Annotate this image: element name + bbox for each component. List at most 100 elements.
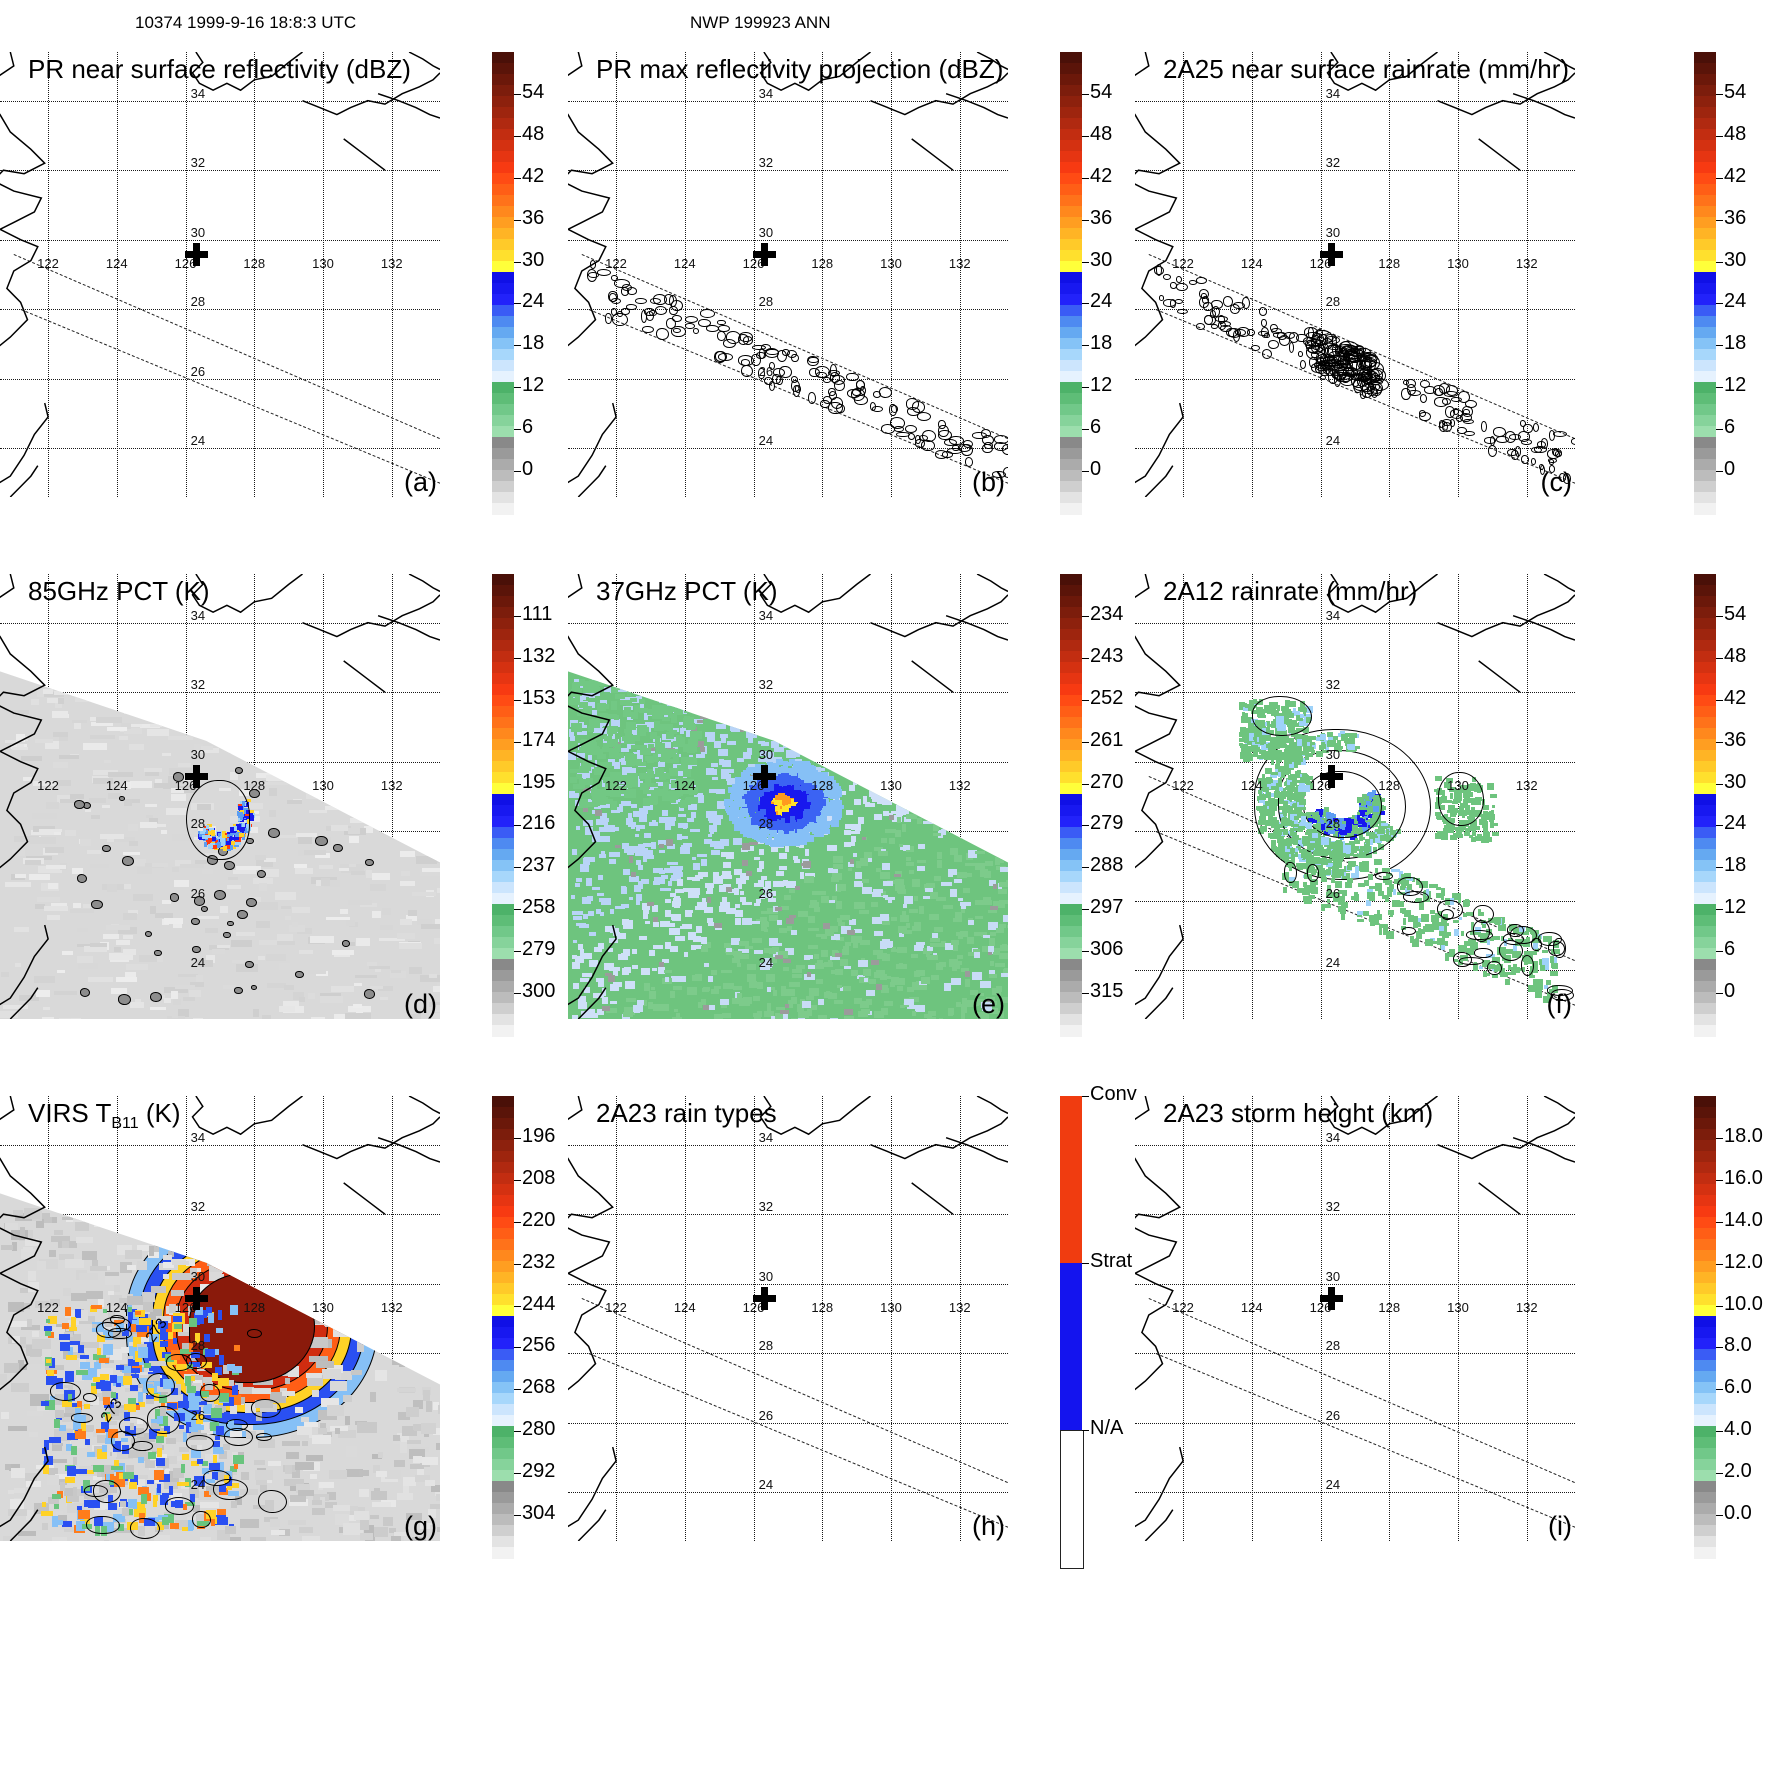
colorbar-tick [1716, 699, 1723, 701]
cold-cell-contour [121, 855, 134, 866]
colorbar-tick-label: 18 [1724, 854, 1747, 877]
gridline-lat [0, 239, 440, 241]
colorbar-segment [492, 827, 514, 839]
swath-cell [758, 849, 764, 855]
colorbar-segment [1060, 750, 1082, 762]
colorbar-tick [1082, 783, 1089, 785]
swath-cell [762, 887, 769, 893]
swath-cell [428, 974, 438, 979]
swath-cell [291, 922, 298, 928]
colorbar-tick-label: 42 [1724, 164, 1747, 187]
swath-cell [195, 975, 203, 983]
lat-tick-label: 34 [758, 607, 774, 623]
swath-cell [683, 952, 689, 958]
rainrate-cell-contour [1402, 379, 1409, 385]
colorbar-segment [1060, 415, 1082, 427]
swath-cell [973, 949, 980, 956]
swath-cell [171, 793, 187, 802]
swath-cell [652, 967, 657, 972]
swath-cell [338, 867, 349, 871]
colorbar-segment [492, 283, 514, 295]
lon-tick-label: 126 [1309, 255, 1332, 271]
swath-cell [419, 868, 440, 877]
colorbar-segment [1694, 261, 1716, 273]
swath-cell [72, 720, 88, 724]
colorbar-tick [1716, 219, 1723, 221]
swath-cell [420, 974, 440, 982]
swath-cell [576, 923, 586, 927]
swath-cell [310, 935, 334, 943]
swath-cell [721, 871, 731, 878]
panel-b: PR max reflectivity projection (dBZ) 34 32… [568, 30, 1113, 520]
rainrate-cell-contour [1232, 302, 1246, 310]
colorbar-segment [1694, 217, 1716, 229]
colorbar-segment [1060, 195, 1082, 207]
swath-cell [34, 904, 46, 909]
swath-cell [687, 817, 694, 822]
swath-cell [983, 945, 995, 952]
colorbar-segment [1060, 695, 1082, 707]
swath-cell [61, 950, 73, 955]
colorbar-tick-label: 132 [522, 644, 556, 667]
colorbar-tick-label: 18 [1724, 332, 1747, 355]
colorbar-segment [1694, 283, 1716, 295]
swath-cell [405, 915, 418, 921]
swath-cell [227, 877, 239, 881]
rainrate-cell-contour [1548, 465, 1556, 474]
colorbar-segment [1060, 706, 1082, 718]
reflectivity-cell-contour [808, 356, 819, 363]
swath-cell [725, 774, 732, 781]
swath-cell [161, 900, 171, 904]
colorbar-tick-label: 12 [1724, 896, 1747, 919]
swath-cell [355, 974, 378, 978]
swath-cell [104, 760, 112, 764]
colorbar-segment [492, 618, 514, 630]
swath-cell [881, 891, 886, 896]
gridline-lat [1135, 309, 1575, 311]
swath-cell [665, 819, 676, 826]
swath-cell [671, 869, 683, 873]
colorbar-segment [1060, 783, 1082, 795]
colorbar-segment [1060, 404, 1082, 416]
swath-cell [807, 945, 819, 950]
swath-cell [687, 987, 697, 995]
rainrate-cell-contour [1189, 279, 1198, 286]
lon-tick-label: 126 [174, 777, 197, 793]
rainrate-cell-contour [1356, 353, 1370, 361]
swath-cell [28, 873, 51, 880]
lat-tick-label: 34 [1325, 85, 1341, 101]
swath-cell [417, 919, 432, 925]
reflectivity-cell-contour [965, 457, 974, 467]
rainrate-cell-contour [1176, 308, 1188, 314]
panel-title: 37GHz PCT (K) [596, 576, 778, 606]
plot-area: 34 32 30 28 26 24 122 124 126 128 130 132 [0, 574, 440, 1019]
data-layer-e [568, 574, 1008, 1019]
swath-cell [648, 1002, 653, 1009]
colorbar-segment [492, 629, 514, 641]
swath-cell [739, 1000, 750, 1007]
swath-cell [43, 905, 69, 911]
reflectivity-cell-contour [777, 349, 788, 362]
swath-cell [704, 839, 713, 845]
swath-cell [82, 962, 98, 969]
swath-cell [58, 1017, 78, 1019]
swath-cell [815, 767, 826, 772]
colorbar-tick-label: 54 [522, 80, 545, 103]
colorbar-tick [1082, 219, 1089, 221]
lat-tick-label: 32 [190, 677, 206, 693]
gridline-lon [116, 52, 118, 497]
colorbar-segment [1694, 492, 1716, 504]
colorbar-tick [514, 471, 521, 473]
lon-tick-label: 130 [312, 777, 334, 793]
swath-cell [278, 963, 290, 971]
swath-cell [277, 934, 294, 941]
swath-cell [149, 906, 156, 914]
colorbar-tick [514, 951, 521, 953]
swath-cell [640, 968, 651, 975]
swath-cell [865, 857, 873, 862]
swath-cell [139, 821, 157, 829]
lat-tick-label: 30 [758, 746, 774, 762]
swath-cell [880, 985, 888, 991]
swath-cell [70, 908, 95, 914]
gridline-lon [1183, 52, 1185, 497]
